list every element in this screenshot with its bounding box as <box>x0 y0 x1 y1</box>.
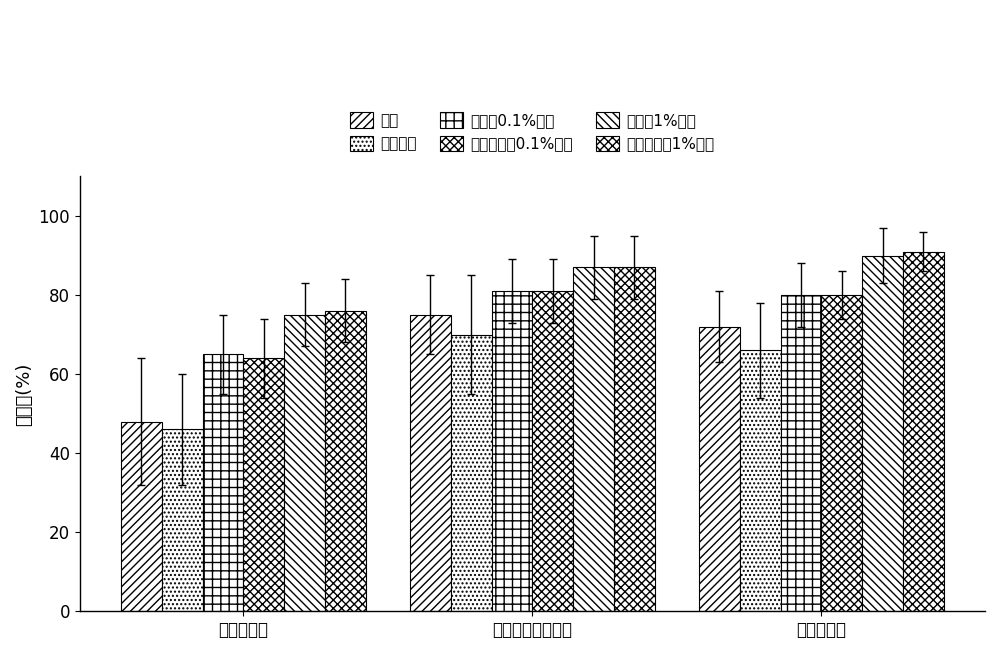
Bar <box>862 256 903 611</box>
Bar <box>492 291 532 611</box>
Bar <box>284 315 325 611</box>
Bar <box>162 430 203 611</box>
Y-axis label: 回收率(%): 回收率(%) <box>15 362 33 426</box>
Bar <box>821 295 862 611</box>
Bar <box>203 354 243 611</box>
Bar <box>532 291 573 611</box>
Bar <box>573 267 614 611</box>
Bar <box>451 335 492 611</box>
Bar <box>325 311 366 611</box>
Bar <box>781 295 821 611</box>
Bar <box>740 351 781 611</box>
Legend: 乙腈, 乙酸乙酯, 乙腈含0.1%甲酸, 乙酸乙酯含0.1%甲酸, 乙腈含1%甲酸, 乙酸乙酯含1%甲酸: 乙腈, 乙酸乙酯, 乙腈含0.1%甲酸, 乙酸乙酯含0.1%甲酸, 乙腈含1%甲… <box>344 106 721 158</box>
Bar <box>121 422 162 611</box>
Bar <box>614 267 655 611</box>
Bar <box>410 315 451 611</box>
Bar <box>699 327 740 611</box>
Bar <box>903 252 944 611</box>
Bar <box>243 358 284 611</box>
